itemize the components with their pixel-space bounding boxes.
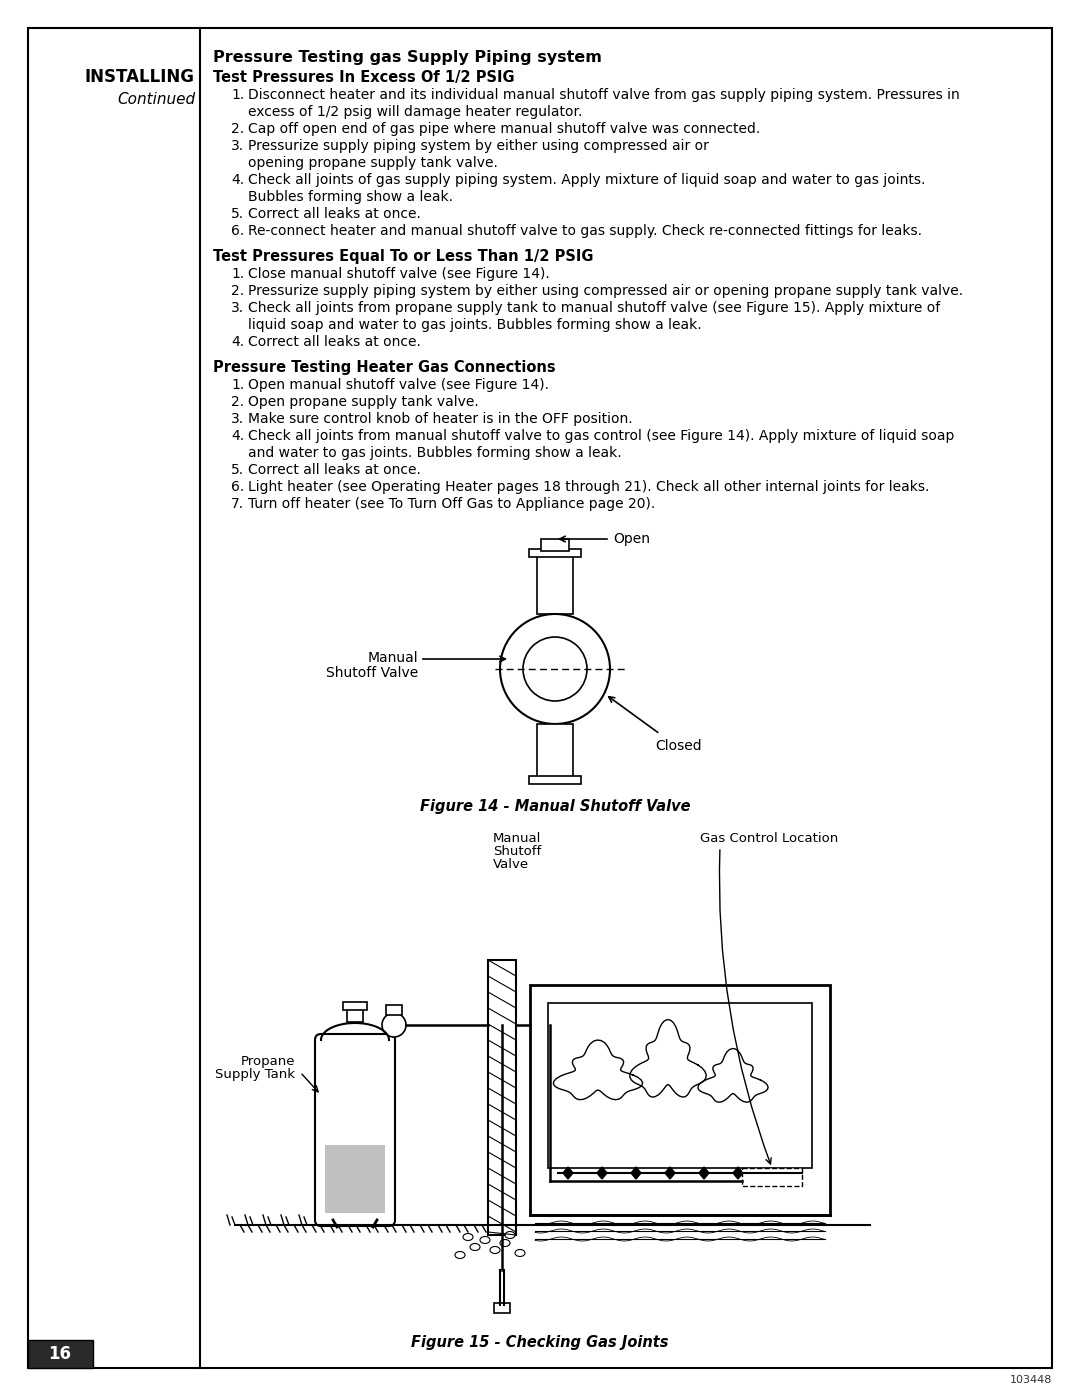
Bar	[325, 1146, 384, 1213]
Ellipse shape	[515, 1249, 525, 1256]
Text: 5.: 5.	[231, 462, 244, 476]
Text: 3.: 3.	[231, 300, 244, 314]
Text: 4.: 4.	[231, 429, 244, 443]
Text: opening propane supply tank valve.: opening propane supply tank valve.	[248, 156, 498, 170]
Ellipse shape	[470, 1243, 480, 1250]
Text: 2.: 2.	[231, 395, 244, 409]
Circle shape	[382, 1013, 406, 1037]
Text: Check all joints of gas supply piping system. Apply mixture of liquid soap and w: Check all joints of gas supply piping sy…	[248, 173, 926, 187]
Bar	[28, 1340, 93, 1368]
Text: Valve: Valve	[492, 858, 529, 870]
Bar	[541, 539, 569, 550]
Text: 6.: 6.	[231, 224, 244, 237]
Bar	[742, 1168, 802, 1186]
Text: and water to gas joints. Bubbles forming show a leak.: and water to gas joints. Bubbles forming…	[248, 446, 622, 460]
Polygon shape	[631, 1166, 642, 1179]
Ellipse shape	[480, 1236, 490, 1243]
Text: 4.: 4.	[231, 173, 244, 187]
Text: 1.: 1.	[231, 379, 244, 393]
Polygon shape	[733, 1166, 743, 1179]
Bar	[494, 1303, 510, 1313]
Text: 1.: 1.	[231, 267, 244, 281]
Text: 7.: 7.	[231, 497, 244, 511]
Text: 103448: 103448	[1010, 1375, 1052, 1384]
Text: 4.: 4.	[231, 335, 244, 349]
Text: Closed: Closed	[654, 739, 702, 753]
Text: Open: Open	[613, 532, 650, 546]
Ellipse shape	[500, 1239, 510, 1246]
Text: Cap off open end of gas pipe where manual shutoff valve was connected.: Cap off open end of gas pipe where manua…	[248, 122, 760, 136]
Text: Open manual shutoff valve (see Figure 14).: Open manual shutoff valve (see Figure 14…	[248, 379, 549, 393]
Bar	[529, 549, 581, 557]
Text: INSTALLING: INSTALLING	[85, 68, 195, 87]
Bar	[347, 1009, 363, 1023]
Bar	[488, 960, 516, 1235]
Bar	[529, 775, 581, 784]
Text: Manual: Manual	[367, 651, 418, 665]
Text: Manual: Manual	[492, 833, 541, 845]
Text: Correct all leaks at once.: Correct all leaks at once.	[248, 207, 421, 221]
Text: liquid soap and water to gas joints. Bubbles forming show a leak.: liquid soap and water to gas joints. Bub…	[248, 319, 702, 332]
FancyBboxPatch shape	[315, 1034, 395, 1227]
Bar	[386, 1004, 402, 1016]
Text: Turn off heater (see To Turn Off Gas to Appliance page 20).: Turn off heater (see To Turn Off Gas to …	[248, 497, 656, 511]
Text: Continued: Continued	[117, 92, 195, 108]
Polygon shape	[597, 1166, 607, 1179]
Text: Pressurize supply piping system by either using compressed air or: Pressurize supply piping system by eithe…	[248, 138, 708, 154]
Text: Pressure Testing Heater Gas Connections: Pressure Testing Heater Gas Connections	[213, 360, 555, 374]
Text: Pressure Testing gas Supply Piping system: Pressure Testing gas Supply Piping syste…	[213, 50, 602, 66]
Polygon shape	[665, 1166, 675, 1179]
Text: 3.: 3.	[231, 138, 244, 154]
Text: 3.: 3.	[231, 412, 244, 426]
Text: Shutoff: Shutoff	[492, 845, 541, 858]
Text: Open propane supply tank valve.: Open propane supply tank valve.	[248, 395, 478, 409]
Text: Correct all leaks at once.: Correct all leaks at once.	[248, 335, 421, 349]
Bar	[548, 1003, 812, 1168]
Circle shape	[500, 615, 610, 724]
Text: 16: 16	[49, 1345, 71, 1363]
Text: 1.: 1.	[231, 88, 244, 102]
Circle shape	[523, 637, 588, 701]
Bar	[530, 985, 831, 1215]
Text: Propane: Propane	[241, 1055, 295, 1067]
Text: Disconnect heater and its individual manual shutoff valve from gas supply piping: Disconnect heater and its individual man…	[248, 88, 960, 102]
Text: Check all joints from manual shutoff valve to gas control (see Figure 14). Apply: Check all joints from manual shutoff val…	[248, 429, 955, 443]
Text: Test Pressures Equal To or Less Than 1/2 PSIG: Test Pressures Equal To or Less Than 1/2…	[213, 249, 594, 264]
Text: 5.: 5.	[231, 207, 244, 221]
Text: Gas Control Location: Gas Control Location	[700, 833, 838, 845]
Text: Light heater (see Operating Heater pages 18 through 21). Check all other interna: Light heater (see Operating Heater pages…	[248, 481, 930, 495]
Text: Close manual shutoff valve (see Figure 14).: Close manual shutoff valve (see Figure 1…	[248, 267, 550, 281]
Text: 6.: 6.	[231, 481, 244, 495]
Text: Make sure control knob of heater is in the OFF position.: Make sure control knob of heater is in t…	[248, 412, 633, 426]
Text: 2.: 2.	[231, 284, 244, 298]
Text: Re-connect heater and manual shutoff valve to gas supply. Check re-connected fit: Re-connect heater and manual shutoff val…	[248, 224, 922, 237]
Bar	[537, 555, 573, 615]
Text: Figure 14 - Manual Shutoff Valve: Figure 14 - Manual Shutoff Valve	[420, 799, 690, 814]
Text: Pressurize supply piping system by either using compressed air or opening propan: Pressurize supply piping system by eithe…	[248, 284, 963, 298]
Text: Supply Tank: Supply Tank	[215, 1067, 295, 1081]
Polygon shape	[699, 1166, 708, 1179]
Ellipse shape	[505, 1232, 515, 1239]
Ellipse shape	[455, 1252, 465, 1259]
Text: Correct all leaks at once.: Correct all leaks at once.	[248, 462, 421, 476]
Text: Bubbles forming show a leak.: Bubbles forming show a leak.	[248, 190, 453, 204]
Text: Check all joints from propane supply tank to manual shutoff valve (see Figure 15: Check all joints from propane supply tan…	[248, 300, 941, 314]
Text: 2.: 2.	[231, 122, 244, 136]
Text: Test Pressures In Excess Of 1/2 PSIG: Test Pressures In Excess Of 1/2 PSIG	[213, 70, 515, 85]
Ellipse shape	[463, 1234, 473, 1241]
Bar	[537, 724, 573, 780]
Polygon shape	[563, 1166, 573, 1179]
Text: excess of 1/2 psig will damage heater regulator.: excess of 1/2 psig will damage heater re…	[248, 105, 582, 119]
Ellipse shape	[490, 1246, 500, 1253]
Text: Figure 15 - Checking Gas Joints: Figure 15 - Checking Gas Joints	[411, 1336, 669, 1350]
Bar	[343, 1002, 367, 1010]
Text: Shutoff Valve: Shutoff Valve	[326, 666, 418, 680]
